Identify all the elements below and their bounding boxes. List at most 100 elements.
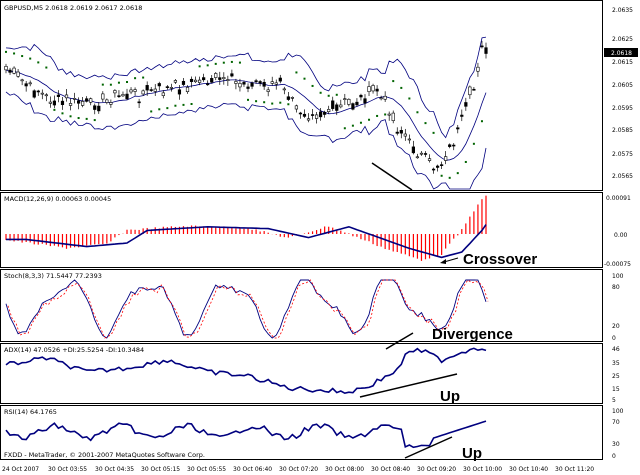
sar-dot: [158, 108, 161, 111]
candle-body: [206, 83, 210, 86]
sar-dot: [327, 94, 330, 97]
sar-dot: [5, 50, 7, 53]
sar-dot: [287, 103, 290, 106]
sar-dot: [230, 60, 233, 63]
sar-dot: [117, 81, 120, 84]
candle-body: [77, 100, 81, 104]
price-tick: 2.0615: [612, 59, 633, 66]
sar-dot: [126, 81, 129, 84]
macd-layer: [5, 195, 487, 261]
candle-body: [173, 80, 178, 83]
candle-body: [60, 100, 65, 106]
sar-dot: [255, 100, 258, 103]
candle-body: [28, 82, 32, 85]
candle-body: [359, 94, 363, 98]
current-price-label: 2.0618: [611, 50, 632, 57]
adx-panel[interactable]: [0, 343, 603, 404]
candle-body: [347, 98, 351, 105]
candle-body: [403, 133, 407, 137]
sar-dot: [464, 160, 467, 163]
adx-tick: 5: [612, 397, 616, 404]
candle-body: [335, 104, 339, 111]
candle-body: [185, 87, 190, 93]
candle-body: [20, 79, 24, 82]
x-tick-label: 30 Oct 10:40: [509, 466, 548, 473]
macd-panel[interactable]: [0, 192, 603, 268]
candle-body: [145, 85, 149, 91]
sar-dot: [214, 62, 217, 65]
candle-body: [16, 71, 20, 77]
sar-dot: [101, 83, 104, 86]
sar-dot: [206, 64, 209, 67]
candle-body: [464, 102, 468, 107]
x-axis: 24 Oct 2007 30 Oct 03:55 30 Oct 04:35 30…: [2, 466, 594, 473]
candle-body: [351, 103, 355, 110]
candle-body: [476, 66, 480, 72]
sar-dot: [335, 93, 338, 96]
sar-dot: [61, 112, 64, 115]
macd-tick: 0.00: [614, 232, 628, 239]
adx-up-label: Up: [440, 388, 460, 405]
candle-body: [234, 81, 238, 84]
sar-dot: [77, 117, 80, 120]
candle-body: [302, 113, 307, 117]
candle-body: [189, 78, 194, 82]
price-panel[interactable]: [0, 0, 603, 191]
candle-body: [157, 83, 161, 87]
candle-body: [169, 87, 173, 89]
candle-body: [105, 99, 109, 103]
sar-dot: [53, 108, 56, 111]
sar-dot: [150, 110, 153, 113]
crossover-arrow: [443, 257, 459, 263]
candle-body: [375, 88, 379, 92]
price-tick: 2.0585: [612, 127, 633, 134]
sar-dot: [271, 102, 274, 105]
price-header: GBPUSD,M5 2.0618 2.0619 2.0617 2.0618: [4, 4, 142, 12]
candle-body: [40, 92, 44, 95]
candle-body: [161, 92, 165, 96]
candle-body: [270, 81, 274, 84]
sar-dot: [222, 61, 225, 64]
rsi-tick: 0: [612, 453, 616, 460]
candle-body: [480, 45, 484, 48]
x-tick-label: 30 Oct 05:55: [187, 466, 226, 473]
rsi-layer: [5, 420, 487, 449]
candle-body: [435, 165, 440, 168]
stoch-layer: [5, 279, 489, 339]
sar-dot: [238, 61, 241, 64]
candle-body: [109, 102, 113, 105]
stoch-tick: 100: [612, 273, 624, 280]
candle-body: [36, 90, 40, 93]
stoch-panel[interactable]: [0, 269, 603, 342]
crossover-arrow-head: [440, 259, 446, 264]
sar-dot: [376, 114, 379, 117]
candle-body: [371, 85, 375, 92]
adx-tick: 15: [612, 386, 620, 393]
macd-signal-line: [6, 224, 487, 259]
sar-dot: [303, 77, 306, 80]
sar-dot: [480, 120, 483, 123]
candle-body: [290, 97, 294, 99]
candle-body: [68, 103, 73, 106]
sar-dot: [448, 176, 451, 179]
adx-header: ADX(14) 47.0526 +DI:25.5254 -DI:10.3484: [4, 346, 144, 354]
sar-dot: [263, 101, 266, 104]
sar-dot: [400, 86, 403, 89]
x-tick-label: 30 Oct 10:00: [463, 466, 502, 473]
sar-dot: [182, 103, 185, 106]
candle-body: [12, 67, 16, 74]
current-price-badge: [604, 48, 638, 57]
adx-uptrend-line: [359, 373, 458, 398]
candle-body: [391, 112, 395, 121]
candle-body: [181, 80, 186, 85]
sar-dot: [279, 101, 282, 104]
candle-body: [165, 86, 169, 88]
sar-dot: [69, 115, 72, 118]
sar-dot: [247, 98, 250, 101]
price-tick: 2.0605: [612, 82, 633, 89]
sar-dot: [432, 131, 435, 134]
sar-dot: [440, 174, 443, 177]
candle-body: [81, 101, 85, 106]
candle-body: [415, 156, 420, 159]
